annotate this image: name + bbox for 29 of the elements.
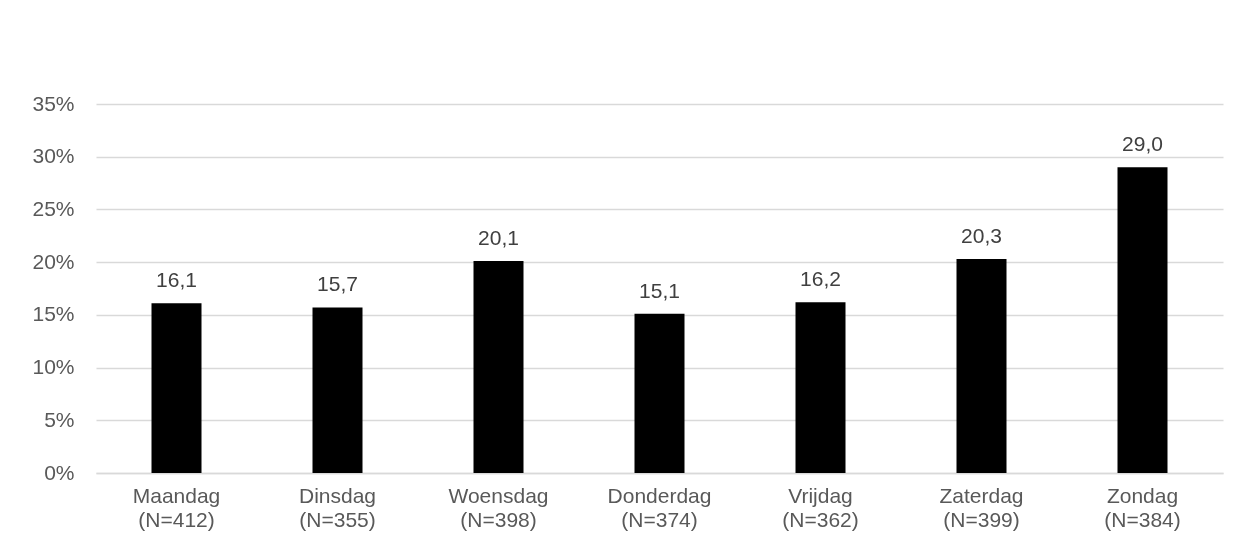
y-tick-label: 15% (32, 302, 75, 326)
x-tick-label: Donderdag (N=374) (607, 483, 712, 531)
data-label: 15,7 (317, 272, 358, 296)
bar (1117, 167, 1168, 473)
bar (151, 303, 202, 473)
bar (634, 313, 685, 473)
y-tick-label: 35% (32, 91, 75, 115)
data-label: 29,0 (1122, 132, 1163, 156)
x-tick-label: Maandag (N=412) (132, 483, 221, 531)
x-tick-label: Zondag (N=384) (1104, 483, 1181, 531)
x-tick-label: Vrijdag (N=362) (782, 483, 859, 531)
data-label: 20,3 (961, 223, 1002, 247)
data-label: 16,2 (800, 267, 841, 291)
bar (473, 261, 524, 473)
y-tick-label: 25% (32, 196, 75, 220)
x-tick-label: Zaterdag (N=399) (939, 483, 1024, 531)
y-tick-label: 10% (32, 355, 75, 379)
bar (795, 302, 846, 473)
bar (312, 307, 363, 473)
y-tick-label: 0% (44, 460, 75, 484)
data-label: 20,1 (478, 226, 519, 250)
bar (956, 258, 1007, 473)
data-label: 15,1 (639, 278, 680, 302)
y-tick-label: 5% (44, 407, 75, 431)
x-tick-label: Woensdag (N=398) (448, 483, 549, 531)
y-tick-label: 30% (32, 144, 75, 168)
y-tick-label: 20% (32, 249, 75, 273)
data-label: 16,1 (156, 268, 197, 292)
x-tick-label: Dinsdag (N=355) (298, 483, 377, 531)
